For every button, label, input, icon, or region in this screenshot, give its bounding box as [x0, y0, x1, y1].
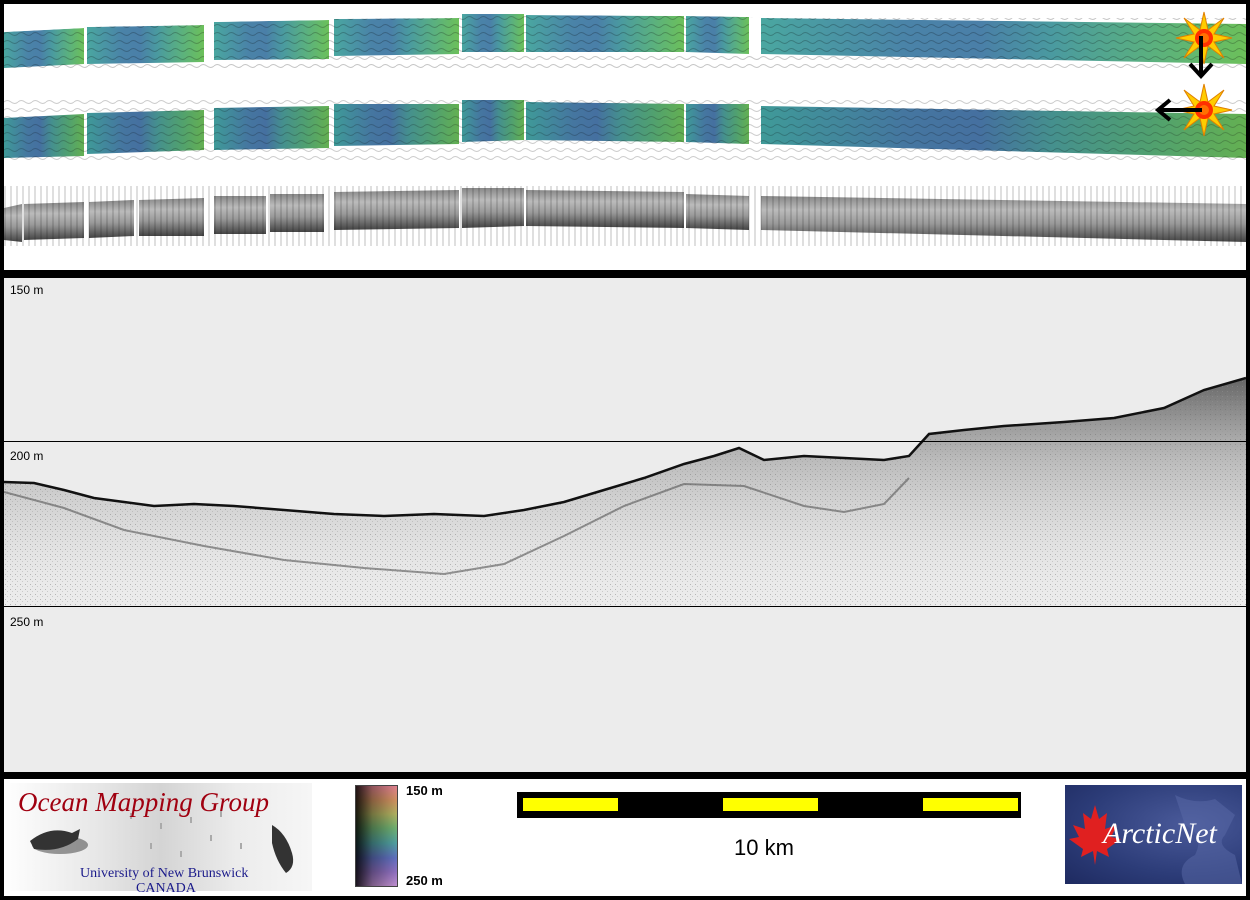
sun-marker-icon [1175, 83, 1233, 137]
scale-bar-segment [523, 798, 618, 811]
ocean-mapping-group-logo: Ocean Mapping Group University of New Br… [10, 783, 312, 896]
depth-label-250: 250 m [10, 615, 44, 629]
arcticnet-logo: ArcticNet [1065, 785, 1242, 884]
swath-overview-panel [4, 4, 1246, 270]
depth-label-150: 150 m [10, 283, 44, 297]
colorbar-bottom-label: 250 m [406, 873, 443, 888]
depth-gridline-200 [4, 441, 1246, 442]
omg-title: Ocean Mapping Group [18, 787, 269, 817]
subbottom-profile-panel: 150 m 200 m 250 m [4, 278, 1246, 772]
arcticnet-wordmark: ArcticNet [1103, 817, 1217, 850]
scale-bar-segment [923, 798, 1018, 811]
maple-leaf-icon [1069, 795, 1242, 884]
omg-university: University of New Brunswick [80, 866, 249, 881]
legend-footer: Ocean Mapping Group University of New Br… [4, 779, 1246, 896]
scale-bar-label: 10 km [734, 835, 794, 860]
colorbar-top-label: 150 m [406, 783, 443, 798]
backscatter-strip [4, 186, 1246, 246]
seabed-image-icon [30, 811, 294, 873]
arrow-down-icon [1188, 36, 1214, 79]
bathymetry-strip-sunlit-west [4, 98, 1246, 162]
depth-colorbar [355, 785, 398, 887]
scale-bar [517, 792, 1021, 818]
depth-gridline-250 [4, 606, 1246, 607]
depth-label-200: 200 m [10, 449, 44, 463]
omg-country: CANADA [136, 881, 196, 896]
arrow-left-icon [1154, 98, 1202, 122]
scale-bar-segment [723, 798, 818, 811]
echogram [4, 376, 1246, 608]
bathymetry-strip-sunlit-north [4, 14, 1246, 74]
